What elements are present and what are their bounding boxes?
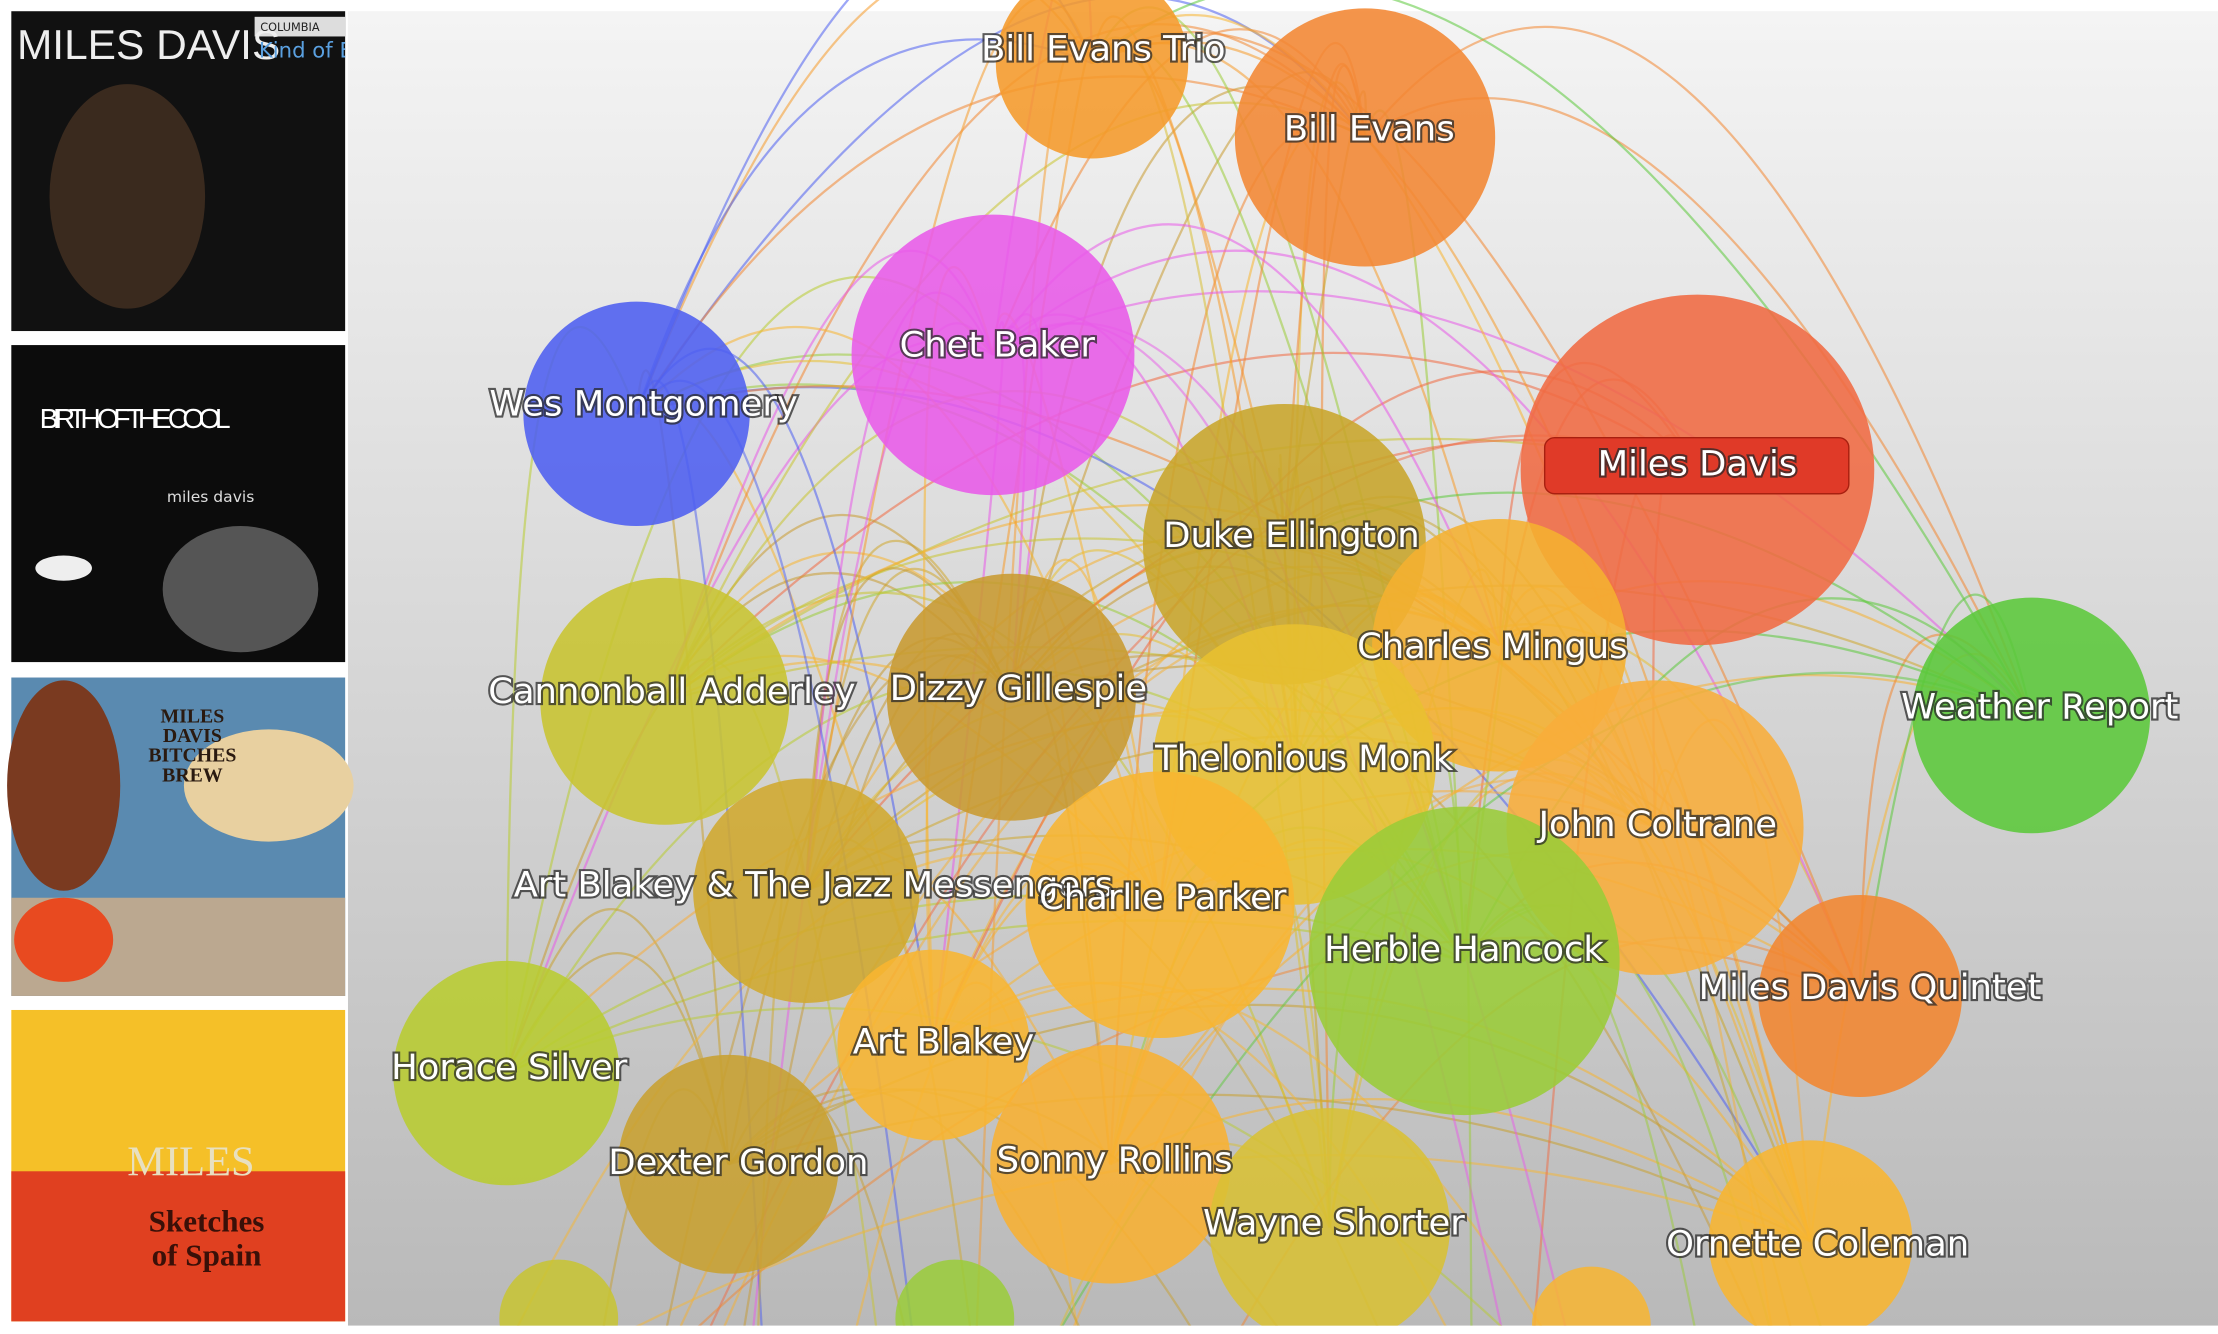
node-label[interactable]: Horace Silver [391, 1047, 628, 1088]
album-cover[interactable]: MILES DAVIS COLUMBIA Kind of Blue [11, 11, 386, 331]
node-label[interactable]: Wes Montgomery [489, 383, 797, 424]
node-label[interactable]: Miles Davis Quintet [1699, 967, 2042, 1008]
album-artist: MILES DAVIS [17, 21, 280, 68]
node-label[interactable]: Bill Evans Trio [981, 29, 1225, 70]
album-artist: miles davis [167, 488, 254, 506]
app-window: Bill Evans Trio Bill Evans Chet Baker Wes M… [0, 0, 2218, 1334]
node-label[interactable]: Cannonball Adderley [488, 671, 855, 712]
node-label[interactable]: Wayne Shorter [1203, 1203, 1465, 1244]
album-title-line: Sketches [149, 1204, 265, 1239]
album-title: BIRTH OF THE COOL [40, 402, 231, 434]
node-label[interactable]: John Coltrane [1537, 804, 1777, 845]
node-label[interactable]: Miles Davis [1598, 444, 1798, 485]
node-label[interactable]: Charlie Parker [1039, 877, 1287, 918]
node-label[interactable]: Ornette Coleman [1666, 1224, 1969, 1265]
node-label[interactable]: Art Blakey & The Jazz Messengers [514, 865, 1113, 906]
page: {"albums": [ {"artist": "MILES DAVIS", "… [0, 0, 2218, 1334]
node-label[interactable]: Charles Mingus [1357, 626, 1628, 667]
album-title-line: MILES [160, 705, 224, 727]
node-label[interactable]: Weather Report [1901, 686, 2178, 727]
node-label[interactable]: Thelonious Monk [1154, 738, 1454, 779]
album-cover[interactable]: BIRTH OF THE COOL miles davis [11, 345, 345, 662]
node-label[interactable]: Art Blakey [853, 1022, 1034, 1063]
album-label: COLUMBIA [260, 21, 320, 34]
album-title-line: DAVIS [163, 725, 222, 747]
node-label[interactable]: Chet Baker [900, 325, 1096, 366]
node-label[interactable]: Herbie Hancock [1324, 929, 1604, 970]
node-label[interactable]: Bill Evans [1284, 109, 1455, 150]
node-label[interactable]: Sonny Rollins [997, 1140, 1233, 1181]
album-title-line: BREW [162, 764, 223, 786]
album-title-line: BITCHES [148, 745, 236, 767]
node-label[interactable]: Dexter Gordon [608, 1142, 868, 1183]
node-label[interactable]: Dizzy Gillespie [890, 668, 1147, 709]
album-title-line: of Spain [152, 1237, 262, 1272]
node-label[interactable]: Duke Ellington [1163, 515, 1419, 556]
album-artist: MILES [127, 1139, 254, 1186]
